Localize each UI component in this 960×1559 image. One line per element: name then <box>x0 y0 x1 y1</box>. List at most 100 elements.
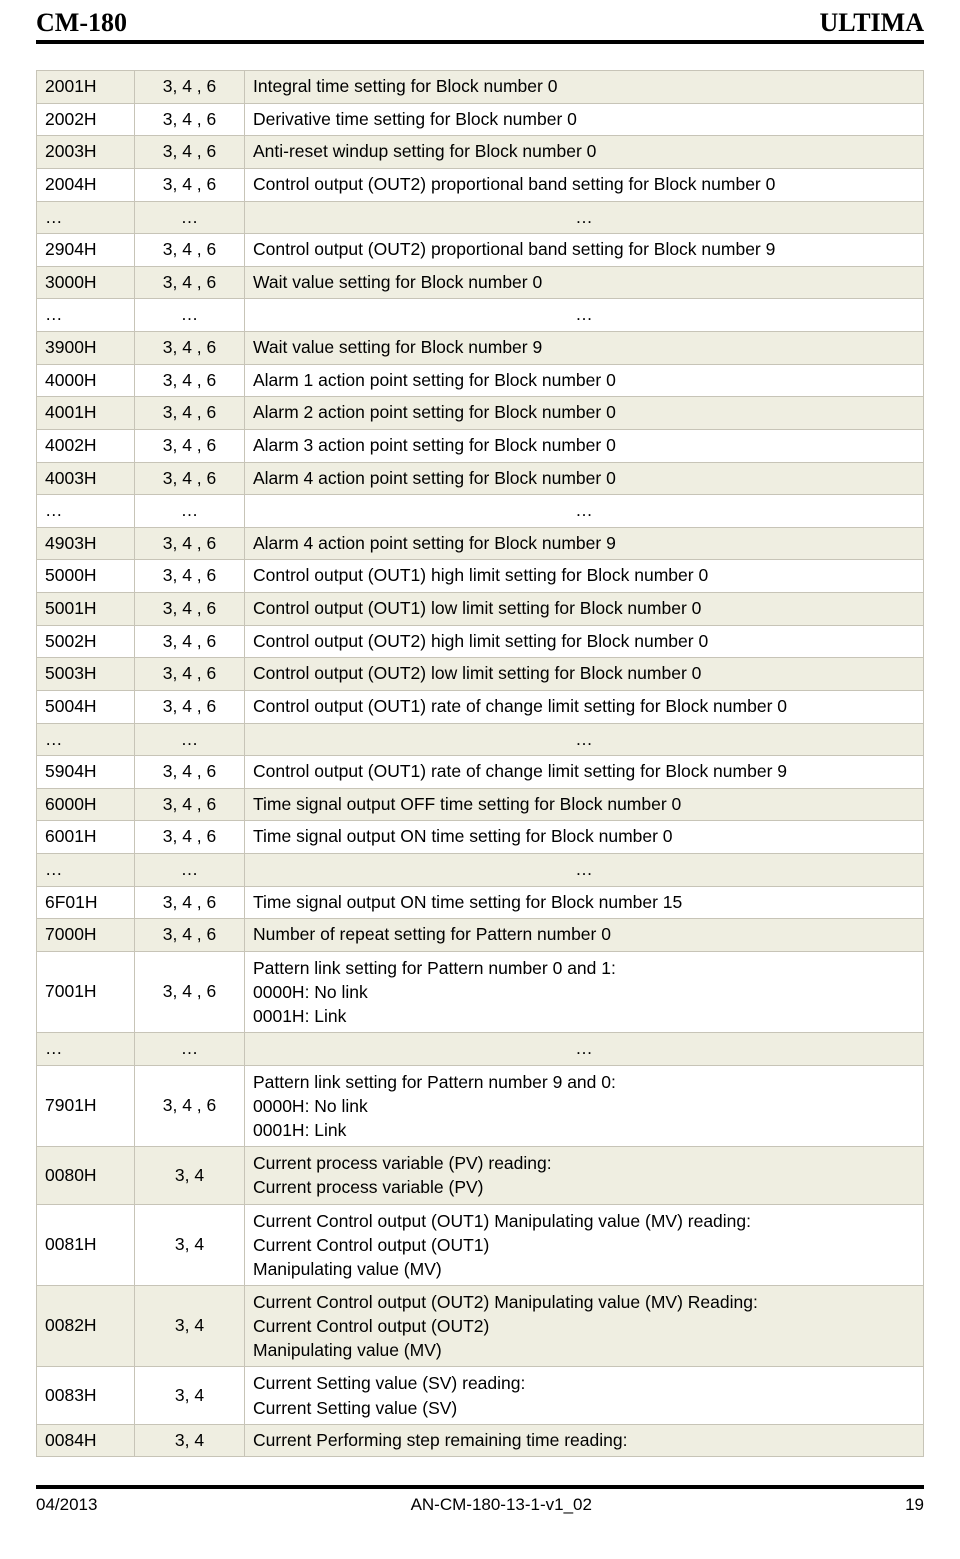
table-row: 6000H3, 4 , 6Time signal output OFF time… <box>37 788 924 821</box>
cell-address: 2004H <box>37 168 135 201</box>
page-header: CM-180 ULTIMA <box>36 0 924 40</box>
cell-description: Alarm 4 action point setting for Block n… <box>245 527 924 560</box>
cell-description: Derivative time setting for Block number… <box>245 103 924 136</box>
cell-description: Current Control output (OUT2) Manipulati… <box>245 1286 924 1367</box>
cell-function-code: 3, 4 , 6 <box>135 527 245 560</box>
cell-function-code: 3, 4 , 6 <box>135 234 245 267</box>
header-rule <box>36 40 924 44</box>
cell-function-code: 3, 4 , 6 <box>135 71 245 104</box>
cell-description: Control output (OUT1) rate of change lim… <box>245 690 924 723</box>
cell-address: 2904H <box>37 234 135 267</box>
cell-description: Control output (OUT2) high limit setting… <box>245 625 924 658</box>
cell-address: 0082H <box>37 1286 135 1367</box>
cell-address: … <box>37 495 135 528</box>
cell-address: 6001H <box>37 821 135 854</box>
cell-address: 6F01H <box>37 886 135 919</box>
cell-address: … <box>37 201 135 234</box>
footer-date: 04/2013 <box>36 1495 97 1515</box>
cell-function-code: 3, 4 , 6 <box>135 429 245 462</box>
cell-description: Control output (OUT2) proportional band … <box>245 234 924 267</box>
cell-function-code: 3, 4 <box>135 1204 245 1285</box>
table-row: 5002H3, 4 , 6Control output (OUT2) high … <box>37 625 924 658</box>
cell-address: 3000H <box>37 266 135 299</box>
cell-function-code: 3, 4 <box>135 1147 245 1204</box>
cell-address: 5000H <box>37 560 135 593</box>
table-row: 6F01H3, 4 , 6Time signal output ON time … <box>37 886 924 919</box>
cell-description: Alarm 4 action point setting for Block n… <box>245 462 924 495</box>
table-row: 5003H3, 4 , 6Control output (OUT2) low l… <box>37 658 924 691</box>
cell-description: Integral time setting for Block number 0 <box>245 71 924 104</box>
cell-description: Pattern link setting for Pattern number … <box>245 951 924 1032</box>
cell-description: Control output (OUT1) low limit setting … <box>245 593 924 626</box>
cell-description: … <box>245 495 924 528</box>
cell-function-code: … <box>135 201 245 234</box>
table-row: 0081H3, 4Current Control output (OUT1) M… <box>37 1204 924 1285</box>
cell-function-code: 3, 4 , 6 <box>135 266 245 299</box>
cell-function-code: 3, 4 <box>135 1367 245 1424</box>
cell-function-code: 3, 4 , 6 <box>135 560 245 593</box>
table-row: 4003H3, 4 , 6Alarm 4 action point settin… <box>37 462 924 495</box>
cell-function-code: 3, 4 , 6 <box>135 168 245 201</box>
table-row: 4001H3, 4 , 6Alarm 2 action point settin… <box>37 397 924 430</box>
cell-function-code: … <box>135 1033 245 1066</box>
cell-address: 0080H <box>37 1147 135 1204</box>
cell-address: 4003H <box>37 462 135 495</box>
header-left: CM-180 <box>36 8 127 38</box>
table-row: 5904H3, 4 , 6Control output (OUT1) rate … <box>37 756 924 789</box>
cell-function-code: 3, 4 , 6 <box>135 364 245 397</box>
cell-address: 5003H <box>37 658 135 691</box>
cell-function-code: 3, 4 , 6 <box>135 397 245 430</box>
cell-description: Alarm 3 action point setting for Block n… <box>245 429 924 462</box>
cell-function-code: 3, 4 , 6 <box>135 658 245 691</box>
table-row: 2003H3, 4 , 6Anti-reset windup setting f… <box>37 136 924 169</box>
cell-function-code: … <box>135 495 245 528</box>
cell-function-code: 3, 4 <box>135 1424 245 1457</box>
cell-function-code: 3, 4 , 6 <box>135 332 245 365</box>
cell-address: … <box>37 854 135 887</box>
table-row: 0083H3, 4Current Setting value (SV) read… <box>37 1367 924 1424</box>
table-row: 5000H3, 4 , 6Control output (OUT1) high … <box>37 560 924 593</box>
cell-description: Anti-reset windup setting for Block numb… <box>245 136 924 169</box>
table-row: ……… <box>37 201 924 234</box>
cell-function-code: 3, 4 , 6 <box>135 593 245 626</box>
cell-address: 4000H <box>37 364 135 397</box>
cell-address: 4002H <box>37 429 135 462</box>
cell-function-code: … <box>135 854 245 887</box>
table-row: 6001H3, 4 , 6Time signal output ON time … <box>37 821 924 854</box>
cell-description: … <box>245 201 924 234</box>
cell-address: 7001H <box>37 951 135 1032</box>
table-row: 2004H3, 4 , 6Control output (OUT2) propo… <box>37 168 924 201</box>
cell-address: 4903H <box>37 527 135 560</box>
cell-address: … <box>37 1033 135 1066</box>
cell-function-code: … <box>135 723 245 756</box>
cell-function-code: 3, 4 , 6 <box>135 886 245 919</box>
cell-address: 5904H <box>37 756 135 789</box>
cell-address: 2001H <box>37 71 135 104</box>
cell-address: 0084H <box>37 1424 135 1457</box>
cell-function-code: … <box>135 299 245 332</box>
table-row: 2002H3, 4 , 6Derivative time setting for… <box>37 103 924 136</box>
cell-description: Control output (OUT1) rate of change lim… <box>245 756 924 789</box>
cell-function-code: 3, 4 <box>135 1286 245 1367</box>
cell-address: 6000H <box>37 788 135 821</box>
cell-description: Number of repeat setting for Pattern num… <box>245 919 924 952</box>
cell-description: Wait value setting for Block number 0 <box>245 266 924 299</box>
cell-address: 7901H <box>37 1065 135 1146</box>
table-row: ……… <box>37 495 924 528</box>
cell-function-code: 3, 4 , 6 <box>135 919 245 952</box>
table-row: ……… <box>37 723 924 756</box>
table-row: 3000H3, 4 , 6Wait value setting for Bloc… <box>37 266 924 299</box>
cell-function-code: 3, 4 , 6 <box>135 462 245 495</box>
cell-address: 7000H <box>37 919 135 952</box>
cell-address: 5004H <box>37 690 135 723</box>
table-row: ……… <box>37 1033 924 1066</box>
cell-function-code: 3, 4 , 6 <box>135 136 245 169</box>
cell-address: … <box>37 299 135 332</box>
cell-description: … <box>245 723 924 756</box>
cell-description: Time signal output ON time setting for B… <box>245 821 924 854</box>
table-row: 0084H3, 4Current Performing step remaini… <box>37 1424 924 1457</box>
cell-description: Current Performing step remaining time r… <box>245 1424 924 1457</box>
table-row: 5004H3, 4 , 6Control output (OUT1) rate … <box>37 690 924 723</box>
cell-function-code: 3, 4 , 6 <box>135 1065 245 1146</box>
cell-address: 4001H <box>37 397 135 430</box>
